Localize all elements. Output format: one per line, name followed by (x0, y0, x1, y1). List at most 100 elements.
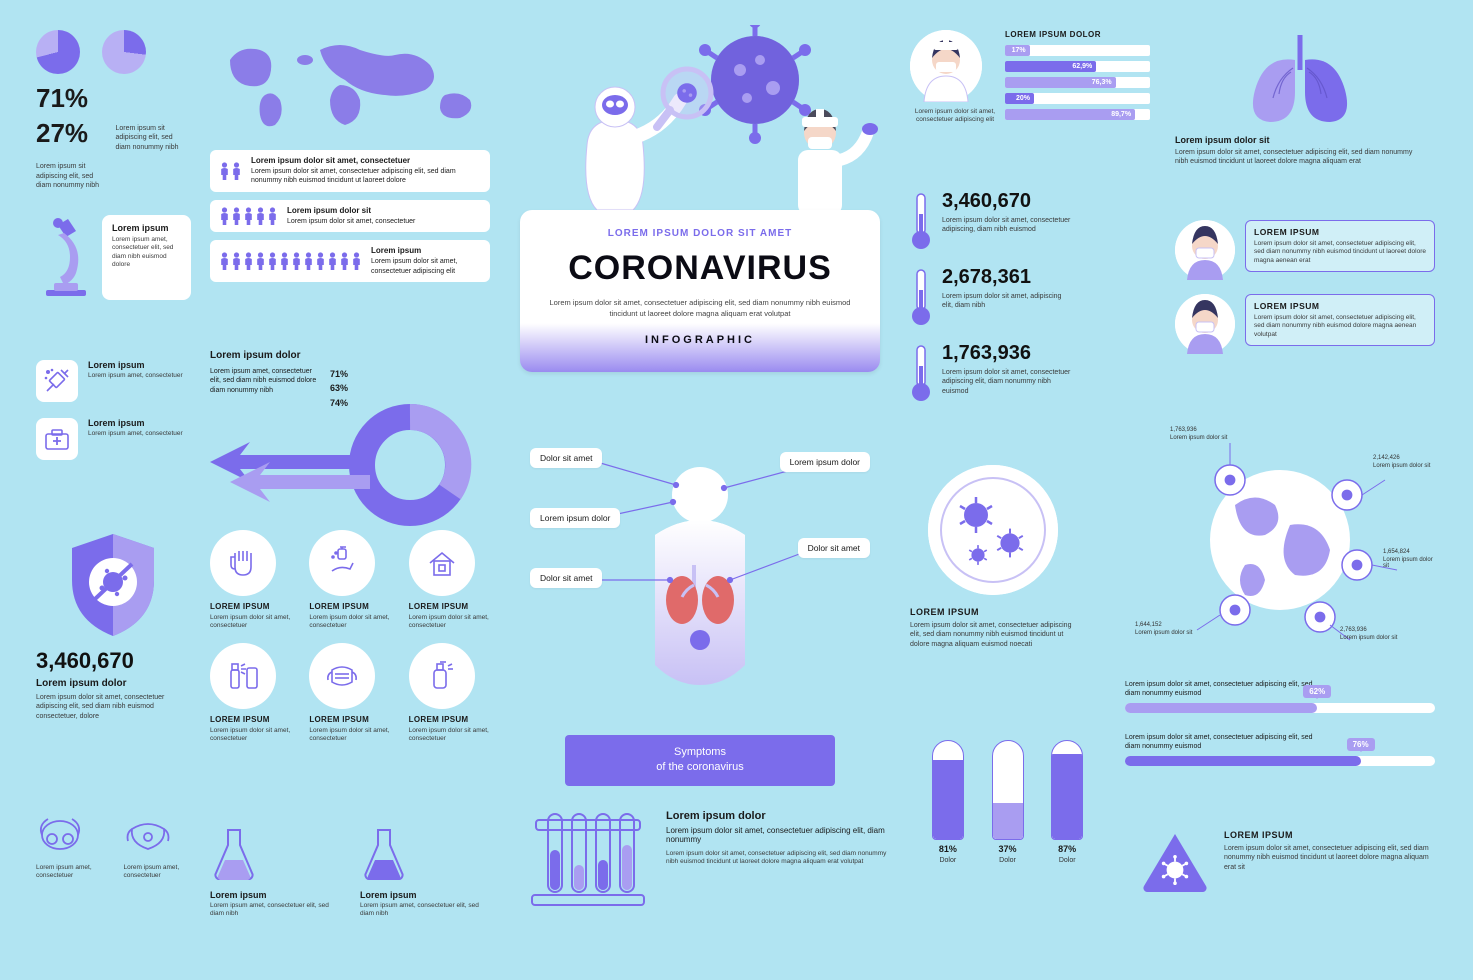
symptom-label: Dolor sit amet (530, 448, 602, 468)
vertical-bar: 81%Dolor (925, 740, 971, 864)
prevention-item: LOREM IPSUMLorem ipsum dolor sit amet, c… (409, 643, 490, 744)
flask-2-desc: Lorem ipsum amet, consectetuer elit, sed… (360, 902, 490, 919)
symptom-label: Dolor sit amet (530, 568, 602, 588)
vbar-pct: 37% (985, 844, 1031, 854)
flask-row: Lorem ipsum Lorem ipsum amet, consectetu… (210, 825, 490, 919)
donut-title: Lorem ipsum dolor (210, 350, 490, 361)
mask-1-desc: Lorem ipsum amet, consectetuer (36, 864, 104, 881)
population-row: Lorem ipsum dolor sit amet, consectetuer… (210, 150, 490, 192)
bar-pct: 89,7% (1111, 109, 1131, 120)
population-rows: Lorem ipsum dolor sit amet, consectetuer… (210, 150, 490, 290)
prevent-title: LOREM IPSUM (409, 715, 490, 724)
mini-title: Lorem ipsum (88, 418, 183, 428)
flask-1-title: Lorem ipsum (210, 890, 340, 900)
prevention-item: LOREM IPSUM Lorem ipsum dolor sit amet, c… (409, 530, 490, 631)
row-desc: Lorem ipsum dolor sit amet, consectetuer… (251, 168, 456, 184)
warning-icon (1140, 830, 1210, 892)
mask-person-row: LOREM IPSUMLorem ipsum dolor sit amet, c… (1175, 220, 1435, 280)
gloves-icon (210, 530, 276, 596)
warning-block: LOREM IPSUM Lorem ipsum dolor sit amet, … (1140, 830, 1430, 892)
globe-stat: 2,142,426Lorem ipsum dolor sit (1373, 453, 1430, 469)
prevention-grid: LOREM IPSUM Lorem ipsum dolor sit amet, c… (210, 530, 490, 744)
prevent-desc: Lorem ipsum dolor sit amet, consectetuer (309, 614, 390, 631)
prevention-item: LOREM IPSUMLorem ipsum dolor sit amet, c… (210, 643, 291, 744)
globe-desc: Lorem ipsum dolor sit (1373, 463, 1430, 469)
flask-icon (360, 825, 408, 880)
bar-row: 89,7% (1005, 109, 1150, 120)
thermo-row: 3,460,670Lorem ipsum dolor sit amet, con… (910, 190, 1080, 250)
mini-desc: Lorem ipsum amet, consectetuer (88, 372, 183, 380)
tubes-paragraph: Lorem ipsum dolor Lorem ipsum dolor sit … (528, 810, 888, 910)
vbar-pct: 81% (925, 844, 971, 854)
row-title: Lorem ipsum (371, 246, 480, 256)
thermo-num: 1,763,936 (942, 342, 1072, 365)
pie-chart-2 (102, 30, 146, 74)
hero-illustration (520, 25, 880, 215)
mask-icons: Lorem ipsum amet, consectetuer Lorem ips… (36, 815, 191, 881)
prevent-title: LOREM IPSUM (210, 602, 291, 611)
symptoms-footer-l1: Symptoms (575, 745, 825, 760)
prevent-title: LOREM IPSUM (409, 602, 490, 611)
bar-pct: 17% (1012, 45, 1026, 56)
mask-desc: Lorem ipsum dolor sit amet, consectetuer… (1254, 314, 1426, 339)
microscope-icon (36, 215, 94, 300)
prevent-title: LOREM IPSUM (309, 602, 390, 611)
warn-desc: Lorem ipsum dolor sit amet, consectetuer… (1224, 844, 1430, 872)
medkit-icon (36, 418, 78, 460)
globe-num: 1,654,824 (1383, 549, 1435, 555)
pie-2-desc: Lorem ipsum sit adipiscing elit, sed dia… (36, 162, 106, 190)
petri-dish-icon (928, 465, 1058, 595)
mini-title: Lorem ipsum (88, 360, 183, 370)
thermo-desc: Lorem ipsum dolor sit amet, consectetuer… (942, 216, 1072, 235)
facemask-icon (309, 643, 375, 709)
vertical-tube-bars: 81%Dolor 37% Dolor 87%Dolor (925, 740, 1090, 864)
population-row: Lorem ipsum dolor sitLorem ipsum dolor s… (210, 200, 490, 232)
symptom-label: Dolor sit amet (798, 538, 870, 558)
microscope-desc: Lorem ipsum amet, consectetuer elit, sed… (112, 236, 181, 270)
prevent-title: LOREM IPSUM (309, 715, 390, 724)
globe-desc: Lorem ipsum dolor sit (1135, 630, 1192, 636)
symptoms-footer: Symptoms of the coronavirus (565, 735, 835, 786)
title-card: LOREM IPSUM DOLOR SIT AMET CORONAVIRUS L… (520, 210, 880, 372)
row-title: Lorem ipsum dolor sit (287, 206, 480, 216)
person-icons (220, 162, 241, 180)
mini-item: Lorem ipsumLorem ipsum amet, consectetue… (36, 418, 191, 460)
donut-val-1: 63% (330, 381, 375, 395)
world-map (210, 30, 490, 140)
row-desc: Lorem ipsum dolor sit amet, consectetuer… (371, 258, 457, 274)
test-tubes-icon (528, 810, 648, 910)
bar-row: 76,3% (1005, 77, 1150, 88)
prevent-desc: Lorem ipsum dolor sit amet, consectetuer (409, 614, 490, 631)
shield-number: 3,460,670 (36, 648, 191, 674)
thermometer-icon (910, 266, 932, 326)
title-desc: Lorem ipsum dolor sit amet, consectetuer… (542, 298, 858, 320)
vbar-pct: 87% (1044, 844, 1090, 854)
shield-title: Lorem ipsum dolor (36, 678, 191, 689)
pie-2-label: 27% (36, 118, 111, 149)
globe-stats: 1,763,936 Lorem ipsum dolor sit 2,142,426… (1125, 425, 1435, 650)
bar-row: 62,9% (1005, 61, 1150, 72)
mini-icon-list: Lorem ipsum Lorem ipsum amet, consectetue… (36, 360, 191, 476)
vertical-bar: 87%Dolor (1044, 740, 1090, 864)
flask-icon (210, 825, 258, 880)
person-icons (220, 252, 361, 270)
title-footer: INFOGRAPHIC (542, 334, 858, 346)
progress-row: Lorem ipsum dolor sit amet, consectetuer… (1125, 680, 1435, 713)
mask-2-desc: Lorem ipsum amet, consectetuer (124, 864, 192, 881)
title-main: CORONAVIRUS (542, 249, 858, 288)
prevent-desc: Lorem ipsum dolor sit amet, consectetuer (309, 727, 390, 744)
nurse-icon (910, 30, 982, 102)
mask-person-row: LOREM IPSUMLorem ipsum dolor sit amet, c… (1175, 294, 1435, 354)
prevention-item: LOREM IPSUMLorem ipsum dolor sit amet, c… (210, 530, 291, 631)
thermo-num: 2,678,361 (942, 266, 1072, 289)
symptom-label: Lorem ipsum dolor (780, 452, 870, 472)
prevent-title: LOREM IPSUM (210, 715, 291, 724)
bars-title: LOREM IPSUM DOLOR (1005, 30, 1150, 39)
petri-block: LOREM IPSUM Lorem ipsum dolor sit amet, … (910, 465, 1075, 649)
lungs-desc: Lorem ipsum dolor sit amet, consectetuer… (1175, 148, 1415, 167)
symptom-label: Lorem ipsum dolor (530, 508, 620, 528)
globe-num: 1,763,936 (1170, 427, 1227, 433)
masked-person-icon (1175, 220, 1235, 280)
vbar-sub: Dolor (985, 857, 1031, 864)
pie-pair: 71% 27% Lorem ipsum sit adipiscing elit,… (36, 30, 186, 191)
